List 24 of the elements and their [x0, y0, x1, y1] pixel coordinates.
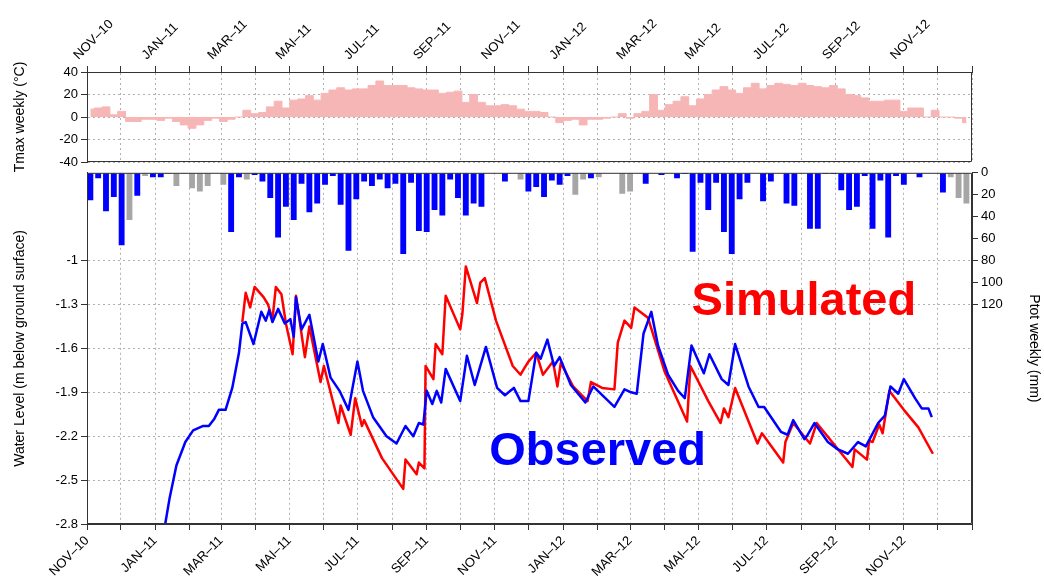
y2-axis-title: Ptot weekly (mm)	[1026, 294, 1043, 403]
series-label: Simulated	[691, 271, 917, 325]
y-tick-label: 20	[63, 86, 78, 102]
y2-tick-label: 0	[981, 164, 989, 180]
series-label: Observed	[489, 421, 707, 475]
y-tick-label: 0	[70, 108, 78, 124]
y-axis-title: Water Level (m below ground surface)	[11, 229, 28, 467]
y2-tick-label: 60	[981, 230, 996, 246]
y-tick-label: -2.5	[55, 471, 78, 487]
y2-tick-label: 120	[981, 296, 1003, 312]
y2-tick-label: 20	[981, 186, 996, 202]
y-tick-label: -40	[59, 153, 78, 169]
y-tick-label: -1.3	[55, 296, 78, 312]
y-tick-label: -20	[59, 131, 78, 147]
y2-tick-label: 100	[981, 274, 1003, 290]
y-tick-label: -2.2	[55, 427, 78, 443]
y-axis-title: Tmax weekly (°C)	[11, 61, 28, 173]
y2-tick-label: 80	[981, 252, 996, 268]
y-tick-label: -1	[66, 252, 78, 268]
y-tick-label: -1.9	[55, 383, 78, 399]
y-tick-label: -1.6	[55, 339, 78, 355]
y-tick-label: 40	[63, 63, 78, 79]
y2-tick-label: 40	[981, 208, 996, 224]
y-tick-label: -2.8	[55, 515, 78, 531]
